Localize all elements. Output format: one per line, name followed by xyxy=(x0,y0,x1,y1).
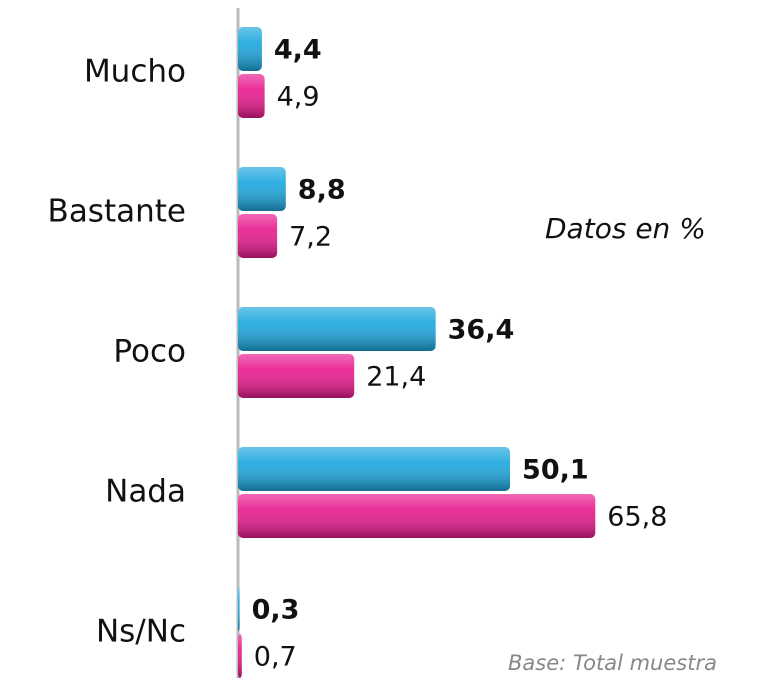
bar-shade xyxy=(238,354,355,398)
category-label: Mucho xyxy=(84,54,186,90)
bar-shade xyxy=(238,27,262,71)
value-label: 8,8 xyxy=(298,175,346,206)
category-label: Bastante xyxy=(48,194,186,230)
annotation: Base: Total muestra xyxy=(508,651,717,675)
value-label: 0,3 xyxy=(252,595,300,626)
bar-shade xyxy=(238,167,286,211)
bar-shade xyxy=(238,494,596,538)
value-label: 7,2 xyxy=(289,222,332,253)
value-label: 21,4 xyxy=(366,362,426,393)
value-label: 36,4 xyxy=(448,315,515,346)
value-label: 4,9 xyxy=(277,82,320,113)
bar-shade xyxy=(238,447,511,491)
category-label: Poco xyxy=(113,334,186,370)
value-label: 50,1 xyxy=(522,455,589,486)
bar-shade xyxy=(238,587,240,631)
bar-shade xyxy=(238,307,436,351)
bar-shade xyxy=(238,214,278,258)
annotation: Datos en % xyxy=(545,212,706,245)
category-label: Nada xyxy=(105,474,186,510)
value-label: 65,8 xyxy=(607,502,667,533)
value-label: 4,4 xyxy=(274,35,322,66)
bar-shade xyxy=(238,634,242,678)
category-label: Ns/Nc xyxy=(96,614,186,650)
bar-shade xyxy=(238,74,265,118)
value-label: 0,7 xyxy=(254,642,297,673)
